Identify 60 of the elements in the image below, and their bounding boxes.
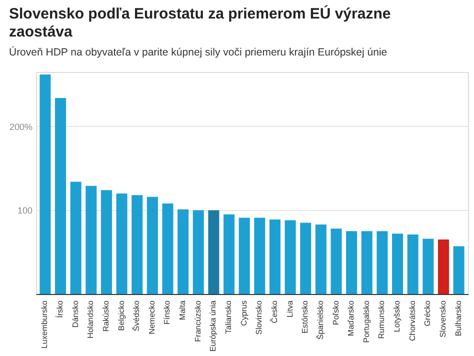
bar — [224, 214, 235, 294]
bar — [146, 196, 158, 294]
x-tick-label: Poľsko — [331, 300, 340, 326]
bar — [40, 74, 51, 294]
bar — [346, 231, 358, 294]
x-tick-label: Dánsko — [70, 300, 80, 328]
x-tick-label: Slovensko — [438, 300, 448, 338]
bar — [178, 209, 189, 294]
x-tick-label: Lotyšsko — [392, 300, 402, 332]
x-tick-label: Cyprus — [239, 300, 248, 326]
x-tick-label: Grécko — [423, 300, 432, 326]
x-tick-label: Slovinsko — [254, 300, 264, 335]
bar — [54, 98, 66, 294]
bar — [162, 204, 174, 294]
bar — [438, 240, 450, 294]
bar — [238, 218, 250, 294]
bar — [407, 234, 418, 294]
x-tick-label: Belgicko — [116, 300, 126, 331]
bar — [361, 231, 372, 294]
bar — [392, 234, 404, 294]
bar — [208, 210, 220, 294]
bar — [254, 218, 266, 294]
x-tick-label: Fínsko — [162, 300, 172, 325]
x-tick-label: Nemecko — [147, 300, 156, 334]
bar — [116, 193, 128, 294]
x-tick-label: Estónsko — [300, 300, 310, 334]
x-tick-label: Litva — [285, 300, 294, 318]
x-tick-label: Rakúsko — [101, 300, 110, 332]
bar — [422, 238, 434, 294]
bar — [300, 222, 312, 294]
x-tick-label: Európska únia — [208, 300, 218, 352]
bar — [100, 190, 112, 294]
bar — [269, 219, 280, 294]
bar — [315, 224, 326, 294]
bar — [192, 210, 204, 294]
bar — [330, 228, 342, 294]
x-tick-label: Španielsko — [316, 300, 325, 340]
x-tick-label: Česko — [270, 300, 279, 324]
x-tick-label: Bulharsko — [454, 300, 463, 336]
bar — [453, 246, 464, 294]
x-tick-label: Maďarsko — [346, 300, 356, 336]
x-tick-label: Švédsko — [132, 300, 142, 332]
x-tick-label: Francúzsko — [193, 300, 202, 342]
x-tick-label: Chorvátsko — [408, 300, 417, 341]
bar — [132, 195, 143, 294]
y-tick-label: 200% — [9, 122, 32, 132]
x-tick-label: Portugalsko — [362, 300, 371, 343]
bar — [284, 220, 296, 294]
x-tick-label: Luxembursko — [40, 300, 50, 349]
chart-subtitle: Úroveň HDP na obyvateľa v parite kúpnej sily voči priemeru krajín Európskej únie — [8, 46, 388, 58]
bar — [70, 182, 82, 294]
x-tick-label: Malta — [178, 300, 188, 320]
bar — [86, 186, 97, 294]
x-tick-label: Taliansko — [224, 300, 234, 334]
x-tick-label: Írsko — [56, 300, 65, 318]
bar — [376, 231, 388, 294]
x-tick-label: Holandsko — [86, 300, 96, 338]
chart-title: Slovensko podľa Eurostatu za priemerom EÚ výrazne zaostáva — [8, 4, 391, 40]
x-tick-label: Rumunsko — [377, 300, 386, 339]
y-tick-label: 100 — [17, 206, 32, 216]
